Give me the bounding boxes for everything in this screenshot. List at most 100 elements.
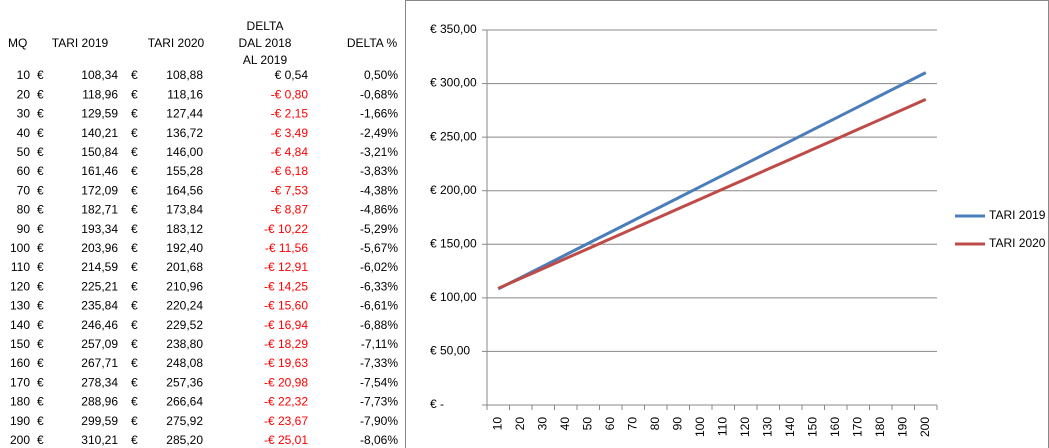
- table-cell: 60: [17, 164, 31, 178]
- table-cell: -7,11%: [361, 337, 398, 351]
- table-cell: €: [131, 260, 138, 274]
- table-cell: 288,96: [81, 395, 118, 409]
- table-cell: 183,12: [166, 222, 203, 236]
- header-cell: TARI 2020: [148, 36, 205, 50]
- table-cell: €: [37, 260, 44, 274]
- table-cell: 190: [10, 414, 30, 428]
- table-cell: 100: [10, 241, 30, 255]
- table-cell: -€ 7,53: [271, 183, 309, 197]
- x-tick-label: 70: [625, 417, 639, 431]
- x-tick-label: 180: [873, 417, 887, 437]
- header-cell: MQ: [8, 36, 27, 50]
- table-cell: 257,36: [166, 375, 203, 389]
- table-cell: -3,83%: [360, 164, 398, 178]
- table-cell: €: [37, 145, 44, 159]
- table-cell: -€ 2,15: [271, 107, 309, 121]
- table-cell: €: [131, 356, 138, 370]
- table-cell: 225,21: [81, 279, 118, 293]
- y-tick-label: € 50,00: [430, 344, 470, 358]
- x-tick-label: 80: [648, 417, 662, 431]
- table-cell: 160: [10, 356, 30, 370]
- table-cell: 235,84: [81, 299, 118, 313]
- table-cell: 220,24: [166, 299, 203, 313]
- table-cell: 129,59: [81, 107, 118, 121]
- table-cell: 20: [17, 87, 31, 101]
- table-cell: -2,49%: [360, 126, 398, 140]
- y-tick-label: € 100,00: [430, 290, 477, 304]
- table-cell: -7,90%: [360, 414, 398, 428]
- table-cell: 266,64: [166, 395, 203, 409]
- table-cell: 50: [17, 145, 31, 159]
- table-cell: -€ 23,67: [264, 414, 308, 428]
- x-tick-label: 200: [918, 417, 932, 437]
- y-tick-label: € -: [430, 397, 444, 411]
- table-cell: 267,71: [81, 356, 118, 370]
- table-cell: 118,16: [167, 87, 203, 101]
- x-tick-label: 130: [760, 417, 774, 437]
- x-tick-label: 60: [603, 417, 617, 431]
- table-cell: 170: [10, 375, 30, 389]
- header-cell: DELTA: [247, 19, 284, 33]
- table-cell: €: [131, 337, 138, 351]
- table-cell: €: [37, 433, 44, 447]
- y-tick-label: € 350,00: [430, 22, 477, 36]
- table-cell: -8,06%: [360, 433, 398, 447]
- table-cell: €: [131, 279, 138, 293]
- table-cell: €: [131, 164, 138, 178]
- table-cell: 172,09: [81, 183, 118, 197]
- legend-label: TARI 2020: [989, 236, 1046, 250]
- table-cell: €: [131, 222, 138, 236]
- table-cell: €: [37, 375, 44, 389]
- table-cell: €: [37, 68, 44, 82]
- table-cell: €: [131, 183, 138, 197]
- x-tick-label: 120: [738, 417, 752, 437]
- table-cell: 310,21: [81, 433, 118, 447]
- table-cell: €: [37, 126, 44, 140]
- table-cell: €: [37, 222, 44, 236]
- table-cell: 70: [17, 183, 31, 197]
- table-cell: €: [131, 395, 138, 409]
- table-cell: €: [131, 107, 138, 121]
- table-cell: 214,59: [81, 260, 118, 274]
- table-cell: €: [37, 203, 44, 217]
- table-cell: -6,88%: [360, 318, 398, 332]
- table-cell: -€ 4,84: [271, 145, 309, 159]
- y-tick-label: € 150,00: [430, 236, 477, 250]
- table-cell: 161,46: [81, 164, 118, 178]
- table-cell: €: [37, 183, 44, 197]
- table-cell: 140: [10, 318, 30, 332]
- table-cell: 108,34: [81, 68, 118, 82]
- table-cell: 40: [17, 126, 31, 140]
- table-cell: 90: [17, 222, 31, 236]
- x-tick-label: 90: [670, 417, 684, 431]
- table-cell: -6,61%: [360, 299, 398, 313]
- table-cell: 246,46: [81, 318, 118, 332]
- table-cell: 136,72: [166, 126, 203, 140]
- table-cell: €: [37, 241, 44, 255]
- table-cell: 229,52: [166, 318, 203, 332]
- table-cell: -7,33%: [360, 356, 398, 370]
- header-cell: DELTA %: [347, 36, 398, 50]
- header-cell: AL 2019: [243, 53, 288, 67]
- table-cell: 127,44: [166, 107, 203, 121]
- table-cell: -€ 25,01: [264, 433, 308, 447]
- x-tick-label: 30: [535, 417, 549, 431]
- x-tick-label: 170: [850, 417, 864, 437]
- table-cell: -7,54%: [360, 375, 398, 389]
- table-cell: 210,96: [166, 279, 203, 293]
- table-cell: 173,84: [166, 203, 203, 217]
- header-cell: TARI 2019: [52, 36, 109, 50]
- table-cell: -6,33%: [360, 279, 398, 293]
- table-cell: 146,00: [166, 145, 203, 159]
- table-cell: €: [131, 299, 138, 313]
- table-cell: € 0,54: [275, 68, 309, 82]
- table-cell: 150: [10, 337, 30, 351]
- table-cell: -€ 0,80: [271, 87, 309, 101]
- table-cell: €: [131, 87, 138, 101]
- y-tick-label: € 200,00: [430, 183, 477, 197]
- table-cell: -€ 14,25: [264, 279, 308, 293]
- table-cell: €: [131, 241, 138, 255]
- table-cell: 285,20: [166, 433, 203, 447]
